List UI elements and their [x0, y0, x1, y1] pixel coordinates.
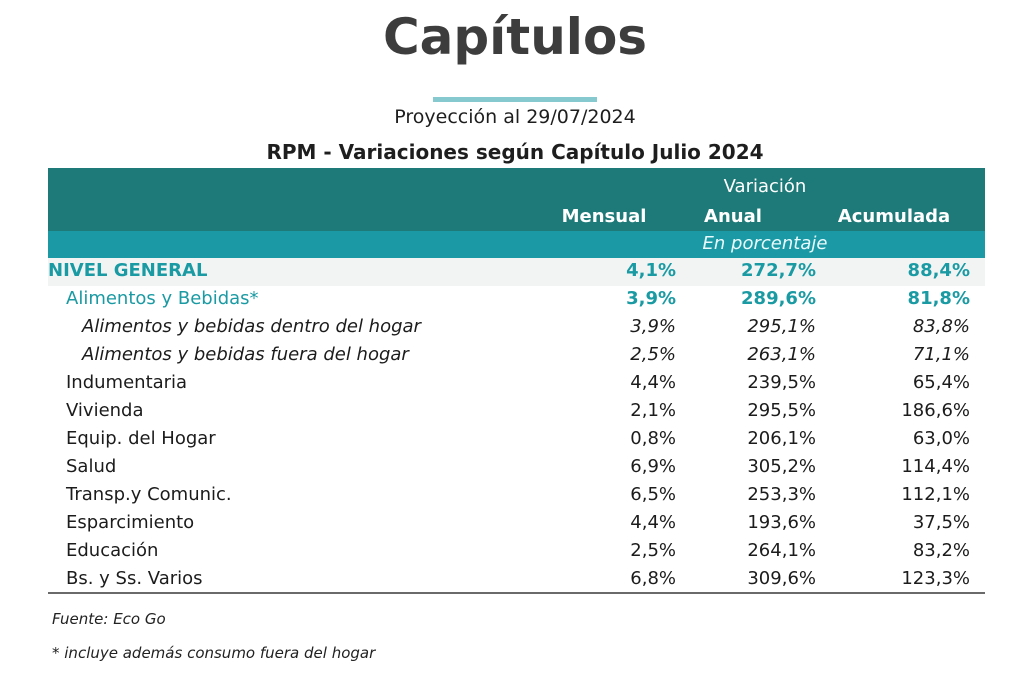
- cell-acumulada: 114,4%: [901, 456, 970, 477]
- table-row: Alimentos y Bebidas* 3,9% 289,6% 81,8%: [48, 286, 985, 314]
- cell-mensual: 4,4%: [630, 512, 676, 533]
- cell-anual: 206,1%: [747, 428, 816, 449]
- cell-acumulada: 81,8%: [907, 288, 970, 309]
- cell-mensual: 2,5%: [630, 540, 676, 561]
- cell-mensual: 6,8%: [630, 568, 676, 589]
- table-row: Alimentos y bebidas dentro del hogar 3,9…: [48, 314, 985, 342]
- table-row: Alimentos y bebidas fuera del hogar 2,5%…: [48, 342, 985, 370]
- table-bottom-rule: [48, 592, 985, 594]
- table-row: Indumentaria 4,4% 239,5% 65,4%: [48, 370, 985, 398]
- cell-mensual: 2,1%: [630, 400, 676, 421]
- cell-anual: 239,5%: [747, 372, 816, 393]
- row-label: Esparcimiento: [66, 512, 195, 533]
- cell-acumulada: 123,3%: [901, 568, 970, 589]
- row-label: Transp.y Comunic.: [66, 484, 232, 505]
- row-label: Alimentos y bebidas dentro del hogar: [82, 316, 421, 337]
- cell-anual: 295,5%: [747, 400, 816, 421]
- table-row: Transp.y Comunic. 6,5% 253,3% 112,1%: [48, 482, 985, 510]
- cell-mensual: 3,9%: [626, 288, 676, 309]
- table-row: Equip. del Hogar 0,8% 206,1% 63,0%: [48, 426, 985, 454]
- row-label: Equip. del Hogar: [66, 428, 216, 449]
- row-label: Alimentos y bebidas fuera del hogar: [82, 344, 409, 365]
- cell-anual: 305,2%: [747, 456, 816, 477]
- table-title: RPM - Variaciones según Capítulo Julio 2…: [266, 140, 764, 164]
- row-label: Alimentos y Bebidas*: [66, 288, 259, 309]
- header-acumulada: Acumulada: [837, 206, 951, 227]
- cell-mensual: 6,5%: [630, 484, 676, 505]
- header-unit: En porcentaje: [702, 233, 828, 254]
- cell-anual: 295,1%: [747, 316, 816, 337]
- table-row: Bs. y Ss. Varios 6,8% 309,6% 123,3%: [48, 566, 985, 594]
- table-row-nivel-general: NIVEL GENERAL 4,1% 272,7% 88,4%: [48, 258, 985, 286]
- cell-mensual: 4,4%: [630, 372, 676, 393]
- cell-anual: 193,6%: [747, 512, 816, 533]
- cell-anual: 309,6%: [747, 568, 816, 589]
- table-row: Vivienda 2,1% 295,5% 186,6%: [48, 398, 985, 426]
- table-row: Educación 2,5% 264,1% 83,2%: [48, 538, 985, 566]
- cell-anual: 272,7%: [741, 260, 816, 281]
- cell-mensual: 0,8%: [630, 428, 676, 449]
- header-anual: Anual: [704, 206, 762, 227]
- footnote: * incluye además consumo fuera del hogar: [52, 644, 376, 662]
- cell-acumulada: 186,6%: [901, 400, 970, 421]
- source-note: Fuente: Eco Go: [52, 610, 166, 628]
- row-label: Indumentaria: [66, 372, 188, 393]
- row-label: Vivienda: [66, 400, 144, 421]
- projection-date: Proyección al 29/07/2024: [394, 106, 636, 128]
- cell-anual: 289,6%: [741, 288, 816, 309]
- header-mensual: Mensual: [561, 206, 647, 227]
- cell-acumulada: 65,4%: [912, 372, 970, 393]
- cell-acumulada: 88,4%: [907, 260, 970, 281]
- cell-acumulada: 112,1%: [901, 484, 970, 505]
- cell-mensual: 4,1%: [626, 260, 676, 281]
- table-row: Esparcimiento 4,4% 193,6% 37,5%: [48, 510, 985, 538]
- row-label: Salud: [66, 456, 117, 477]
- row-label: Bs. y Ss. Varios: [66, 568, 203, 589]
- cell-acumulada: 63,0%: [912, 428, 970, 449]
- cell-anual: 253,3%: [747, 484, 816, 505]
- cell-mensual: 3,9%: [630, 316, 676, 337]
- cell-anual: 264,1%: [747, 540, 816, 561]
- cell-acumulada: 71,1%: [912, 344, 970, 365]
- cell-mensual: 2,5%: [630, 344, 676, 365]
- table-row: Salud 6,9% 305,2% 114,4%: [48, 454, 985, 482]
- row-label: Educación: [66, 540, 159, 561]
- cell-acumulada: 37,5%: [912, 512, 970, 533]
- table-header-unit-strip: [48, 231, 985, 258]
- cell-anual: 263,1%: [747, 344, 816, 365]
- table-header: [48, 168, 985, 231]
- cell-mensual: 6,9%: [630, 456, 676, 477]
- cell-acumulada: 83,2%: [912, 540, 970, 561]
- cell-acumulada: 83,8%: [912, 316, 970, 337]
- row-label: NIVEL GENERAL: [48, 260, 208, 281]
- page-title: Capítulos: [382, 8, 648, 66]
- header-group-variacion: Variación: [723, 176, 807, 197]
- title-underline: [433, 97, 597, 102]
